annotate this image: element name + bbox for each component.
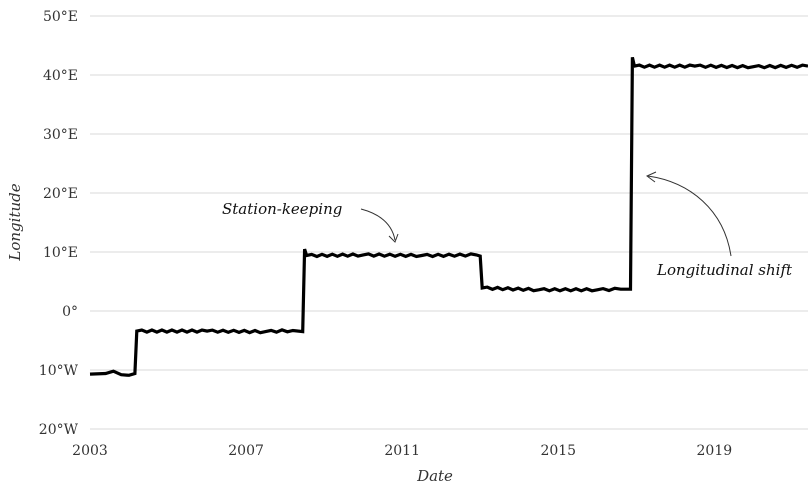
longitude-series-line (89, 56, 808, 377)
y-tick-label: 30°E (43, 127, 78, 143)
x-tick-label: 2007 (228, 443, 264, 459)
x-tick-labels: 2003 2007 2011 2015 2019 (72, 443, 732, 459)
x-tick-label: 2003 (72, 443, 108, 459)
station-keeping-arrow (360, 208, 396, 241)
x-tick-label: 2011 (384, 443, 420, 459)
x-axis-title: Date (416, 467, 453, 485)
station-keeping-annotation: Station-keeping (222, 200, 342, 218)
x-tick-label: 2015 (540, 443, 576, 459)
grid-lines (90, 15, 808, 430)
y-tick-label: 50°E (43, 9, 78, 25)
y-tick-labels: 20°W 10°W 0° 10°E 20°E 30°E 40°E 50°E (39, 9, 79, 438)
longitudinal-shift-annotation: Longitudinal shift (656, 261, 793, 279)
y-tick-label: 10°W (39, 363, 79, 379)
y-axis-title: Longitude (6, 183, 24, 261)
y-tick-label: 10°E (43, 245, 78, 261)
x-tick-label: 2019 (697, 443, 733, 459)
y-tick-label: 40°E (43, 68, 78, 84)
y-tick-label: 20°E (43, 186, 78, 202)
station-keeping-arrowhead (388, 233, 399, 243)
y-tick-label: 20°W (39, 422, 79, 438)
longitudinal-shift-arrow (647, 175, 732, 257)
longitudinal-shift-arrowhead (646, 171, 657, 183)
y-tick-label: 0° (62, 304, 78, 320)
